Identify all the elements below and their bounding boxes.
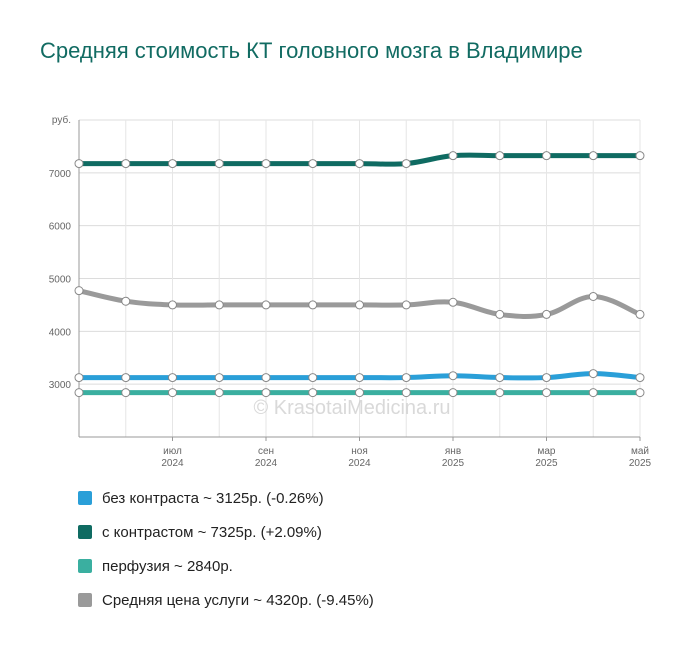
data-point bbox=[448, 388, 458, 398]
x-tick-label-year: 2024 bbox=[255, 458, 278, 469]
legend-item-s-kontrastom[interactable]: с контрастом ~ 7325р. (+2.09%) bbox=[78, 522, 374, 542]
data-point bbox=[495, 388, 505, 398]
data-point bbox=[261, 373, 271, 383]
chart-title: Средняя стоимость КТ головного мозга в В… bbox=[40, 38, 583, 63]
data-point bbox=[542, 373, 551, 383]
legend-label: с контрастом ~ 7325р. (+2.09%) bbox=[102, 523, 322, 541]
data-point bbox=[168, 159, 177, 169]
legend-label: без контраста ~ 3125р. (-0.26%) bbox=[102, 489, 324, 507]
x-tick-label-month: июл bbox=[163, 446, 182, 457]
y-tick-label: 6000 bbox=[49, 222, 72, 233]
data-point bbox=[542, 151, 551, 161]
data-point bbox=[495, 151, 505, 161]
data-point bbox=[355, 159, 364, 169]
data-point bbox=[355, 300, 364, 310]
x-tick-label-month: сен bbox=[258, 446, 274, 457]
data-point bbox=[635, 309, 645, 319]
legend-label: Средняя цена услуги ~ 4320р. (-9.45%) bbox=[102, 591, 374, 609]
y-tick-label: 3000 bbox=[49, 380, 72, 391]
data-point bbox=[542, 309, 551, 319]
data-point bbox=[635, 373, 645, 383]
x-tick-label-month: май bbox=[631, 446, 649, 457]
data-point bbox=[121, 296, 131, 306]
y-tick-label: 4000 bbox=[49, 327, 72, 338]
y-unit-label: руб. bbox=[52, 114, 71, 126]
data-point bbox=[168, 388, 177, 398]
x-tick-label-year: 2024 bbox=[348, 458, 371, 469]
data-point bbox=[261, 300, 271, 310]
data-point bbox=[214, 300, 224, 310]
data-point bbox=[261, 159, 271, 169]
data-point bbox=[308, 373, 318, 383]
x-tick-label-month: мар bbox=[538, 446, 556, 457]
legend-item-perfuziya[interactable]: перфузия ~ 2840р. bbox=[78, 556, 374, 576]
data-point bbox=[401, 159, 411, 169]
x-tick-label-year: 2025 bbox=[442, 458, 465, 469]
x-tick-label-month: янв bbox=[445, 446, 461, 457]
legend-item-srednyaya-cena[interactable]: Средняя цена услуги ~ 4320р. (-9.45%) bbox=[78, 590, 374, 610]
data-point bbox=[355, 373, 364, 383]
x-tick-label-year: 2025 bbox=[629, 458, 652, 469]
data-point bbox=[448, 371, 458, 381]
x-tick-label-year: 2025 bbox=[535, 458, 558, 469]
legend-swatch-srednyaya-cena bbox=[78, 593, 92, 607]
x-tick-label-month: ноя bbox=[351, 446, 368, 457]
data-point bbox=[308, 388, 318, 398]
data-point bbox=[74, 286, 84, 296]
data-point bbox=[588, 369, 598, 379]
data-point bbox=[214, 159, 224, 169]
legend-swatch-bez-kontrasta bbox=[78, 491, 92, 505]
data-point bbox=[74, 159, 84, 169]
data-point bbox=[74, 388, 84, 398]
data-point bbox=[635, 151, 645, 161]
data-point bbox=[542, 388, 551, 398]
data-point bbox=[588, 151, 598, 161]
data-point bbox=[308, 159, 318, 169]
data-point bbox=[401, 300, 411, 310]
y-tick-label: 7000 bbox=[49, 169, 72, 180]
legend-swatch-perfuziya bbox=[78, 559, 92, 573]
data-point bbox=[588, 291, 598, 301]
data-point bbox=[261, 388, 271, 398]
data-point bbox=[401, 373, 411, 383]
watermark: © KrasotaiMedicina.ru bbox=[253, 397, 450, 419]
legend-swatch-s-kontrastom bbox=[78, 525, 92, 539]
x-tick-label-year: 2024 bbox=[161, 458, 184, 469]
data-point bbox=[168, 300, 177, 310]
data-point bbox=[214, 388, 224, 398]
data-point bbox=[495, 373, 505, 383]
data-point bbox=[121, 373, 131, 383]
data-point bbox=[168, 373, 177, 383]
data-point bbox=[448, 151, 458, 161]
data-point bbox=[588, 388, 598, 398]
legend-item-bez-kontrasta[interactable]: без контраста ~ 3125р. (-0.26%) bbox=[78, 488, 374, 508]
data-point bbox=[308, 300, 318, 310]
data-point bbox=[121, 388, 131, 398]
data-point bbox=[355, 388, 364, 398]
data-point bbox=[448, 297, 458, 307]
chart-legend: без контраста ~ 3125р. (-0.26%) с контра… bbox=[78, 488, 374, 624]
line-chart: 30004000500060007000руб.июл2024сен2024но… bbox=[49, 114, 652, 469]
data-point bbox=[401, 388, 411, 398]
data-point bbox=[121, 159, 131, 169]
data-point bbox=[214, 373, 224, 383]
y-tick-label: 5000 bbox=[49, 275, 72, 286]
data-point bbox=[495, 309, 505, 319]
data-point bbox=[635, 388, 645, 398]
data-point bbox=[74, 373, 84, 383]
legend-label: перфузия ~ 2840р. bbox=[102, 557, 233, 575]
